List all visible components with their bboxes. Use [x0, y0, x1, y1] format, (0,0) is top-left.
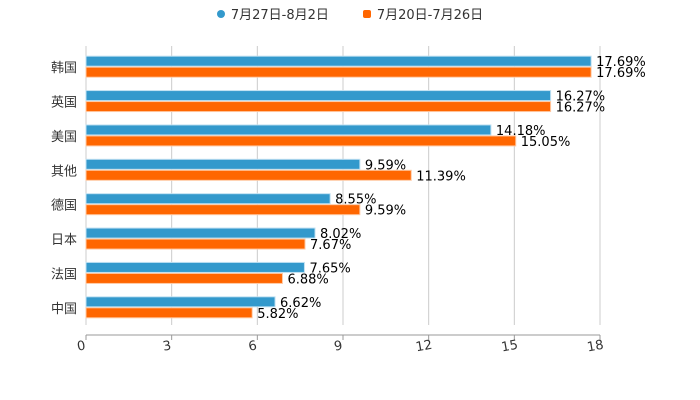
legend-item-series-1[interactable]: 7月27日-8月2日	[216, 4, 329, 23]
data-label: 9.59%	[365, 158, 406, 173]
y-category-label: 英国	[51, 96, 77, 111]
data-label: 8.02%	[320, 227, 361, 242]
bar	[85, 135, 517, 147]
data-label: 6.62%	[280, 296, 321, 311]
y-category-label: 中国	[51, 302, 77, 317]
legend-label: 7月20日-7月26日	[376, 8, 484, 23]
legend: 7月27日-8月2日 7月20日-7月26日	[0, 4, 700, 23]
data-label: 7.67%	[310, 238, 351, 253]
data-label: 7.65%	[309, 261, 350, 276]
bar	[85, 158, 361, 170]
y-category-label: 美国	[51, 130, 77, 145]
x-tick-label: 15	[500, 338, 519, 356]
y-category-label: 日本	[51, 233, 77, 248]
data-label: 6.88%	[287, 272, 328, 287]
bar	[85, 193, 331, 205]
legend-label: 7月27日-8月2日	[230, 8, 329, 23]
data-label: 11.39%	[416, 169, 466, 184]
bar	[85, 296, 276, 308]
legend-marker	[216, 9, 225, 18]
x-tick-label: 3	[162, 338, 173, 354]
data-label: 17.69%	[596, 66, 646, 81]
bar	[85, 90, 552, 102]
bar	[85, 227, 316, 239]
bar	[85, 124, 492, 136]
bar	[85, 272, 283, 284]
bar	[85, 66, 592, 78]
bar	[85, 169, 412, 181]
bar	[85, 55, 592, 67]
data-label: 8.55%	[335, 193, 376, 208]
x-tick-label: 9	[333, 338, 344, 354]
x-tick-label: 0	[76, 338, 87, 354]
y-category-label: 法国	[51, 267, 77, 282]
data-label: 14.18%	[496, 124, 546, 139]
x-tick-label: 12	[415, 338, 434, 356]
bar	[85, 307, 253, 319]
bar	[85, 204, 361, 216]
data-label: 15.05%	[521, 135, 571, 150]
x-tick-label: 18	[586, 338, 605, 356]
bar	[85, 101, 552, 113]
data-label: 9.59%	[365, 204, 406, 219]
x-tick-label: 6	[247, 338, 258, 354]
data-label: 16.27%	[556, 101, 606, 116]
data-label: 5.82%	[257, 307, 298, 322]
bar	[85, 238, 306, 250]
y-category-label: 德国	[51, 199, 77, 214]
legend-marker	[362, 9, 371, 18]
data-label: 16.27%	[556, 90, 606, 105]
data-label: 17.69%	[596, 55, 646, 70]
y-category-label: 其他	[51, 164, 77, 179]
bar	[85, 261, 305, 273]
y-category-label: 韩国	[51, 61, 77, 76]
legend-item-series-2[interactable]: 7月20日-7月26日	[362, 4, 484, 23]
